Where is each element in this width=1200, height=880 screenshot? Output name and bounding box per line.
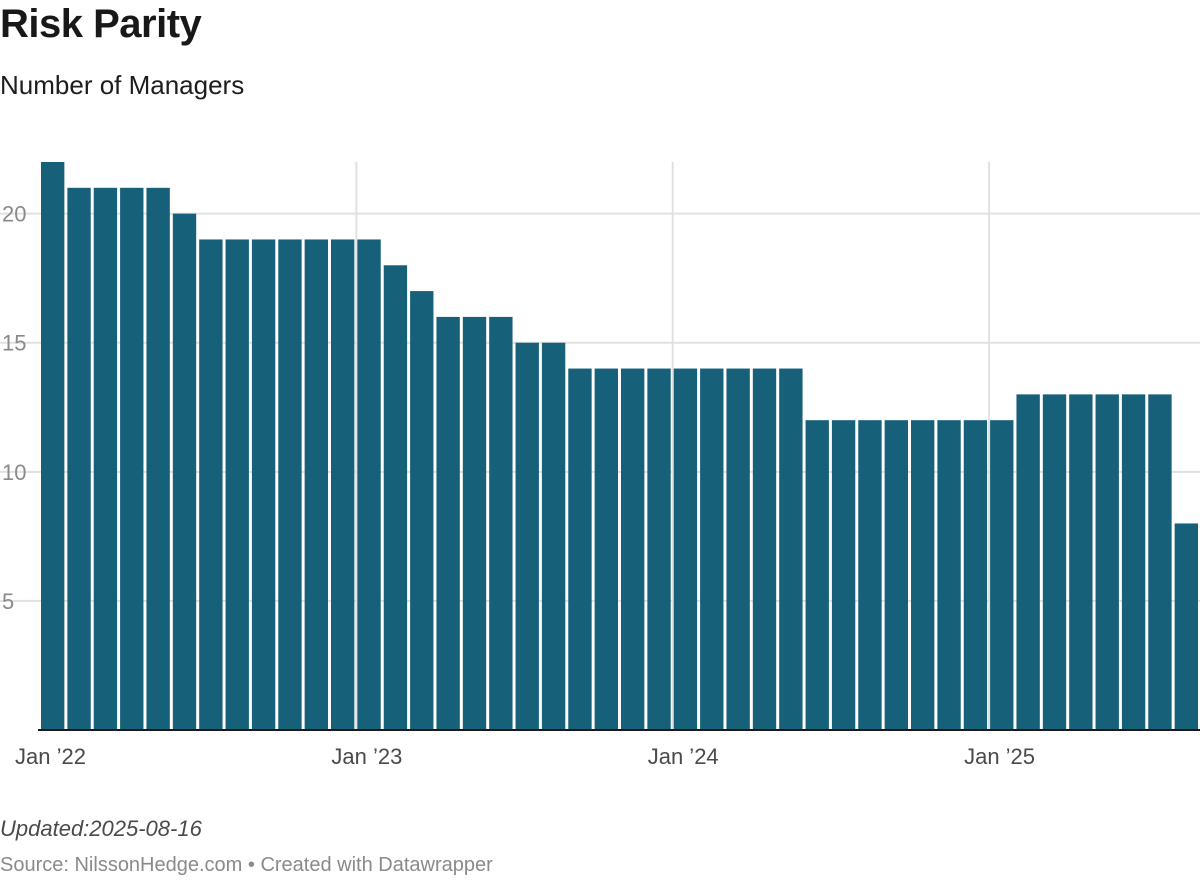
bar-2023-09 bbox=[568, 368, 592, 730]
bar-2024-08 bbox=[858, 420, 882, 730]
bar-2025-04 bbox=[1069, 394, 1093, 730]
chart-title: Risk Parity bbox=[0, 2, 202, 46]
bar-2022-12 bbox=[331, 239, 355, 731]
bar-2023-10 bbox=[594, 368, 618, 730]
bars bbox=[41, 162, 1198, 731]
y-tick-label: 20 bbox=[2, 202, 26, 227]
x-gridlines bbox=[355, 162, 991, 730]
y-axis-labels: 5 10 15 20 bbox=[2, 202, 26, 614]
bar-2024-06 bbox=[805, 420, 829, 730]
bar-2022-01 bbox=[41, 162, 65, 730]
bar-2023-01 bbox=[357, 239, 381, 731]
bar-2024-04 bbox=[752, 368, 777, 730]
bar-chart: 5 10 15 20 Jan ’22 Jan ’23 Jan ’24 Jan ’25 bbox=[0, 162, 1200, 769]
y-tick-label: 10 bbox=[2, 460, 26, 485]
bar-2024-05 bbox=[779, 368, 803, 730]
bar-2023-02 bbox=[383, 265, 408, 730]
x-tick-label: Jan ’22 bbox=[15, 744, 86, 769]
bar-2025-02 bbox=[1016, 394, 1040, 730]
x-tick-label: Jan ’23 bbox=[331, 744, 402, 769]
bar-2022-11 bbox=[304, 239, 328, 731]
bar-2024-07 bbox=[831, 420, 856, 730]
x-tick-label: Jan ’25 bbox=[964, 744, 1035, 769]
x-axis-labels: Jan ’22 Jan ’23 Jan ’24 Jan ’25 bbox=[15, 744, 1035, 769]
bar-2022-04 bbox=[120, 187, 144, 730]
source-credit: Source: NilssonHedge.com • Created with … bbox=[0, 854, 493, 876]
bar-2023-06 bbox=[489, 316, 513, 730]
chart-subtitle: Number of Managers bbox=[0, 70, 245, 100]
bar-2023-03 bbox=[410, 291, 434, 730]
x-tick-label: Jan ’24 bbox=[648, 744, 719, 769]
bar-2022-06 bbox=[172, 213, 197, 730]
bar-2022-03 bbox=[93, 187, 118, 730]
bar-2023-07 bbox=[515, 342, 539, 730]
bar-2022-07 bbox=[199, 239, 223, 731]
y-tick-label: 5 bbox=[2, 589, 14, 614]
y-tick-label: 15 bbox=[2, 331, 26, 356]
bar-2024-11 bbox=[937, 420, 961, 730]
bar-2024-10 bbox=[911, 420, 935, 730]
bar-2023-05 bbox=[462, 316, 487, 730]
bar-2025-05 bbox=[1095, 394, 1119, 730]
bar-2022-05 bbox=[146, 187, 170, 730]
bar-2023-11 bbox=[621, 368, 645, 730]
bar-2025-08 bbox=[1174, 523, 1198, 730]
bar-2023-08 bbox=[541, 342, 566, 730]
bar-2023-04 bbox=[436, 316, 460, 730]
bar-2024-02 bbox=[700, 368, 724, 730]
bar-2025-06 bbox=[1121, 394, 1146, 730]
bar-2024-03 bbox=[726, 368, 750, 730]
updated-note: Updated:2025-08-16 bbox=[0, 816, 202, 841]
bar-2022-09 bbox=[251, 239, 276, 731]
bar-2025-01 bbox=[990, 420, 1014, 730]
bar-2024-01 bbox=[673, 368, 698, 730]
bar-2022-10 bbox=[278, 239, 302, 731]
bar-2024-12 bbox=[963, 420, 988, 730]
bar-2022-02 bbox=[67, 187, 91, 730]
bar-2023-12 bbox=[647, 368, 671, 730]
bar-2022-08 bbox=[225, 239, 249, 731]
bar-2025-03 bbox=[1042, 394, 1067, 730]
bar-2024-09 bbox=[884, 420, 908, 730]
bar-2025-07 bbox=[1148, 394, 1172, 730]
